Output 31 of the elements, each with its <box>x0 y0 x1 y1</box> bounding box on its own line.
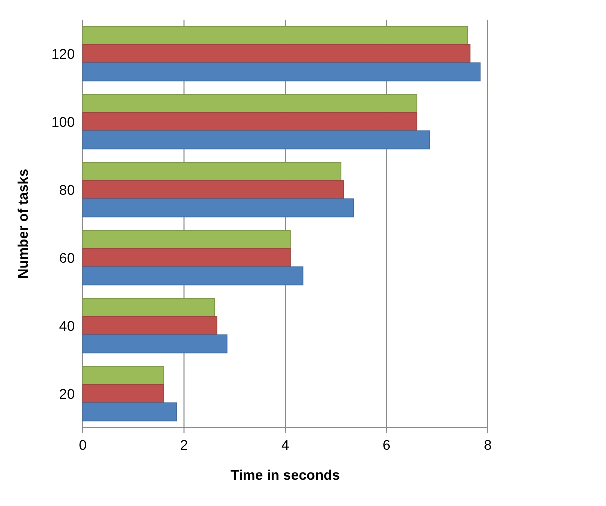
x-tick-label: 8 <box>484 437 492 453</box>
bar <box>82 26 468 46</box>
bar <box>82 112 418 132</box>
bar <box>82 162 342 182</box>
bar <box>82 180 344 200</box>
y-tick-label: 80 <box>59 182 76 198</box>
bar <box>82 198 354 218</box>
x-tick-label: 0 <box>79 437 88 453</box>
bar <box>82 94 418 114</box>
y-tick-label: 40 <box>59 318 76 334</box>
y-tick-label: 60 <box>59 250 76 266</box>
y-axis-title: Number of tasks <box>15 168 31 279</box>
bar <box>82 402 178 422</box>
bar <box>82 366 164 386</box>
x-tick-label: 2 <box>180 437 188 453</box>
bar <box>82 266 304 286</box>
bar <box>82 248 291 268</box>
bar <box>82 316 218 336</box>
y-tick-label: 100 <box>52 114 76 130</box>
y-tick-label: 120 <box>52 46 76 62</box>
x-tick-label: 6 <box>382 437 391 453</box>
bar <box>82 384 164 404</box>
bar <box>82 230 291 250</box>
bar <box>82 44 471 64</box>
bar <box>82 62 481 82</box>
bar <box>82 334 228 354</box>
x-tick-label: 4 <box>282 437 290 453</box>
y-tick-label: 20 <box>59 386 76 402</box>
bar <box>82 298 216 318</box>
bar <box>82 130 430 150</box>
x-axis-title: Time in seconds <box>230 467 340 483</box>
